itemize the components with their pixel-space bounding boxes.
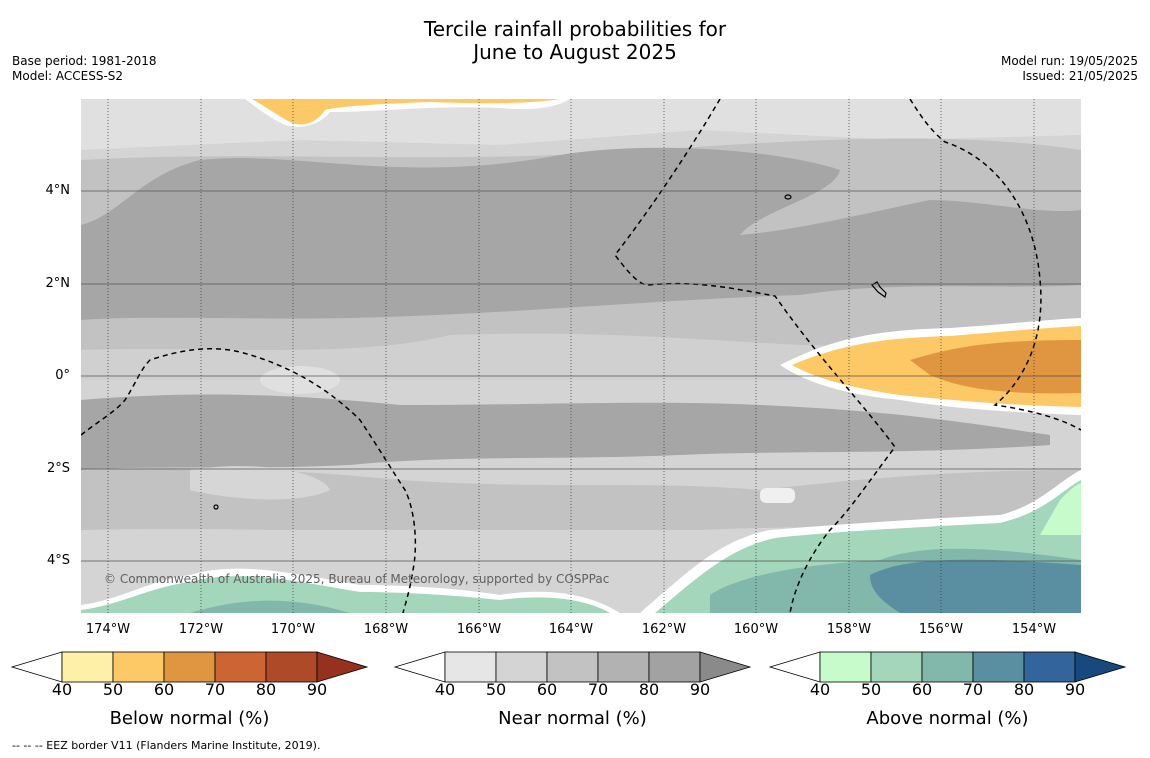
lat-label-0: 0° — [55, 368, 70, 383]
lon-label-172w: 172°W — [178, 622, 224, 637]
colorbar-segment — [61, 651, 114, 683]
colorbar-tick-label: 70 — [962, 680, 984, 699]
near-normal-80-south — [81, 394, 1050, 470]
map-field — [81, 99, 1081, 613]
colorbar-title: Above normal (%) — [866, 708, 1029, 729]
gridlines — [81, 190, 1081, 562]
copyright-notice: © Commonwealth of Australia 2025, Bureau… — [104, 572, 610, 586]
meta-right: Model run: 19/05/2025 Issued: 21/05/2025 — [1001, 54, 1138, 84]
lat-label-4s: 4°S — [46, 553, 70, 568]
colorbar-segment — [495, 651, 548, 683]
colorbar-segment — [1023, 651, 1076, 683]
colorbar-segment — [163, 651, 216, 683]
base-period: Base period: 1981-2018 — [12, 54, 157, 68]
colorbar-tick-label: 70 — [587, 680, 609, 699]
colorbar-tick-label: 80 — [1013, 680, 1035, 699]
colorbar-tick-label: 90 — [689, 680, 711, 699]
lon-label-174w: 174°W — [85, 622, 131, 637]
colorbar-tick-label: 80 — [638, 680, 660, 699]
above-normal-70-se-patch — [870, 559, 1081, 613]
colorbar-segment — [921, 651, 974, 683]
colorbar-over-triangle — [699, 651, 752, 683]
colorbar-near-normal — [393, 651, 752, 683]
above-normal-40-patch — [1040, 483, 1081, 535]
colorbar-tick-label: 70 — [204, 680, 226, 699]
colorbar-tick-label: 60 — [911, 680, 933, 699]
colorbar-segment — [597, 651, 650, 683]
colorbar-tick-label: 90 — [306, 680, 328, 699]
lon-label-160w: 160°W — [733, 622, 779, 637]
colorbar-segment — [265, 651, 318, 683]
lon-label-164w: 164°W — [548, 622, 594, 637]
near-normal-60-south — [81, 468, 1081, 530]
colorbar-under-triangle — [768, 651, 821, 683]
above-normal-sw-patch — [81, 576, 610, 613]
near-normal-50-south-patch — [190, 466, 330, 500]
below-normal-north-patch — [252, 99, 560, 125]
colorbar-segment — [214, 651, 267, 683]
colorbars — [10, 651, 1127, 683]
lon-label-162w: 162°W — [641, 622, 687, 637]
lat-label-2s: 2°S — [46, 461, 70, 476]
colorbar-below-normal — [10, 651, 369, 683]
colorbar-title: Near normal (%) — [498, 708, 647, 729]
chart-title: Tercile rainfall probabilities for June … — [0, 18, 1150, 64]
model-name: Model: ACCESS-S2 — [12, 69, 124, 83]
lon-label-168w: 168°W — [363, 622, 409, 637]
colorbar-tick-label: 40 — [51, 680, 73, 699]
lat-label-4n: 4°N — [45, 183, 71, 198]
colorbar-tick-label: 90 — [1064, 680, 1086, 699]
colorbar-tick-label: 50 — [485, 680, 507, 699]
colorbar-tick-label: 50 — [102, 680, 124, 699]
colorbar-segment — [112, 651, 165, 683]
above-normal-60-sw-patch — [190, 600, 350, 613]
colorbar-under-triangle — [393, 651, 446, 683]
colorbar-over-triangle — [1074, 651, 1127, 683]
colorbar-segment — [819, 651, 872, 683]
title-line-1: Tercile rainfall probabilities for — [423, 17, 727, 41]
eez-borders — [81, 99, 1081, 613]
lon-label-166w: 166°W — [456, 622, 502, 637]
below-normal-60-patch — [910, 340, 1081, 394]
title-line-2: June to August 2025 — [473, 40, 677, 64]
colorbar-tick-label: 60 — [536, 680, 558, 699]
eez-footnote: -- -- -- EEZ border V11 (Flanders Marine… — [12, 739, 321, 752]
colorbar-tick-label: 80 — [255, 680, 277, 699]
near-normal-small-patch — [760, 488, 795, 503]
model-run: Model run: 19/05/2025 — [1000, 54, 1138, 68]
colorbar-title: Below normal (%) — [109, 708, 270, 729]
lon-label-156w: 156°W — [918, 622, 964, 637]
colorbar-segment — [870, 651, 923, 683]
colorbar-above-normal — [768, 651, 1127, 683]
colorbar-under-triangle — [10, 651, 63, 683]
lon-label-158w: 158°W — [826, 622, 872, 637]
lon-label-154w: 154°W — [1011, 622, 1057, 637]
colorbar-tick-label: 40 — [809, 680, 831, 699]
lon-label-170w: 170°W — [270, 622, 316, 637]
colorbar-segment — [546, 651, 599, 683]
colorbar-segment — [972, 651, 1025, 683]
colorbar-over-triangle — [316, 651, 369, 683]
colorbar-segment — [648, 651, 701, 683]
issued-date: Issued: 21/05/2025 — [1022, 69, 1138, 83]
lat-label-2n: 2°N — [45, 276, 71, 291]
colorbar-tick-label: 40 — [434, 680, 456, 699]
colorbar-tick-label: 50 — [860, 680, 882, 699]
colorbar-segment — [444, 651, 497, 683]
near-normal-40-patch — [260, 366, 340, 394]
islands — [213, 194, 887, 510]
colorbar-tick-label: 60 — [153, 680, 175, 699]
meta-left: Base period: 1981-2018 Model: ACCESS-S2 — [12, 54, 157, 84]
